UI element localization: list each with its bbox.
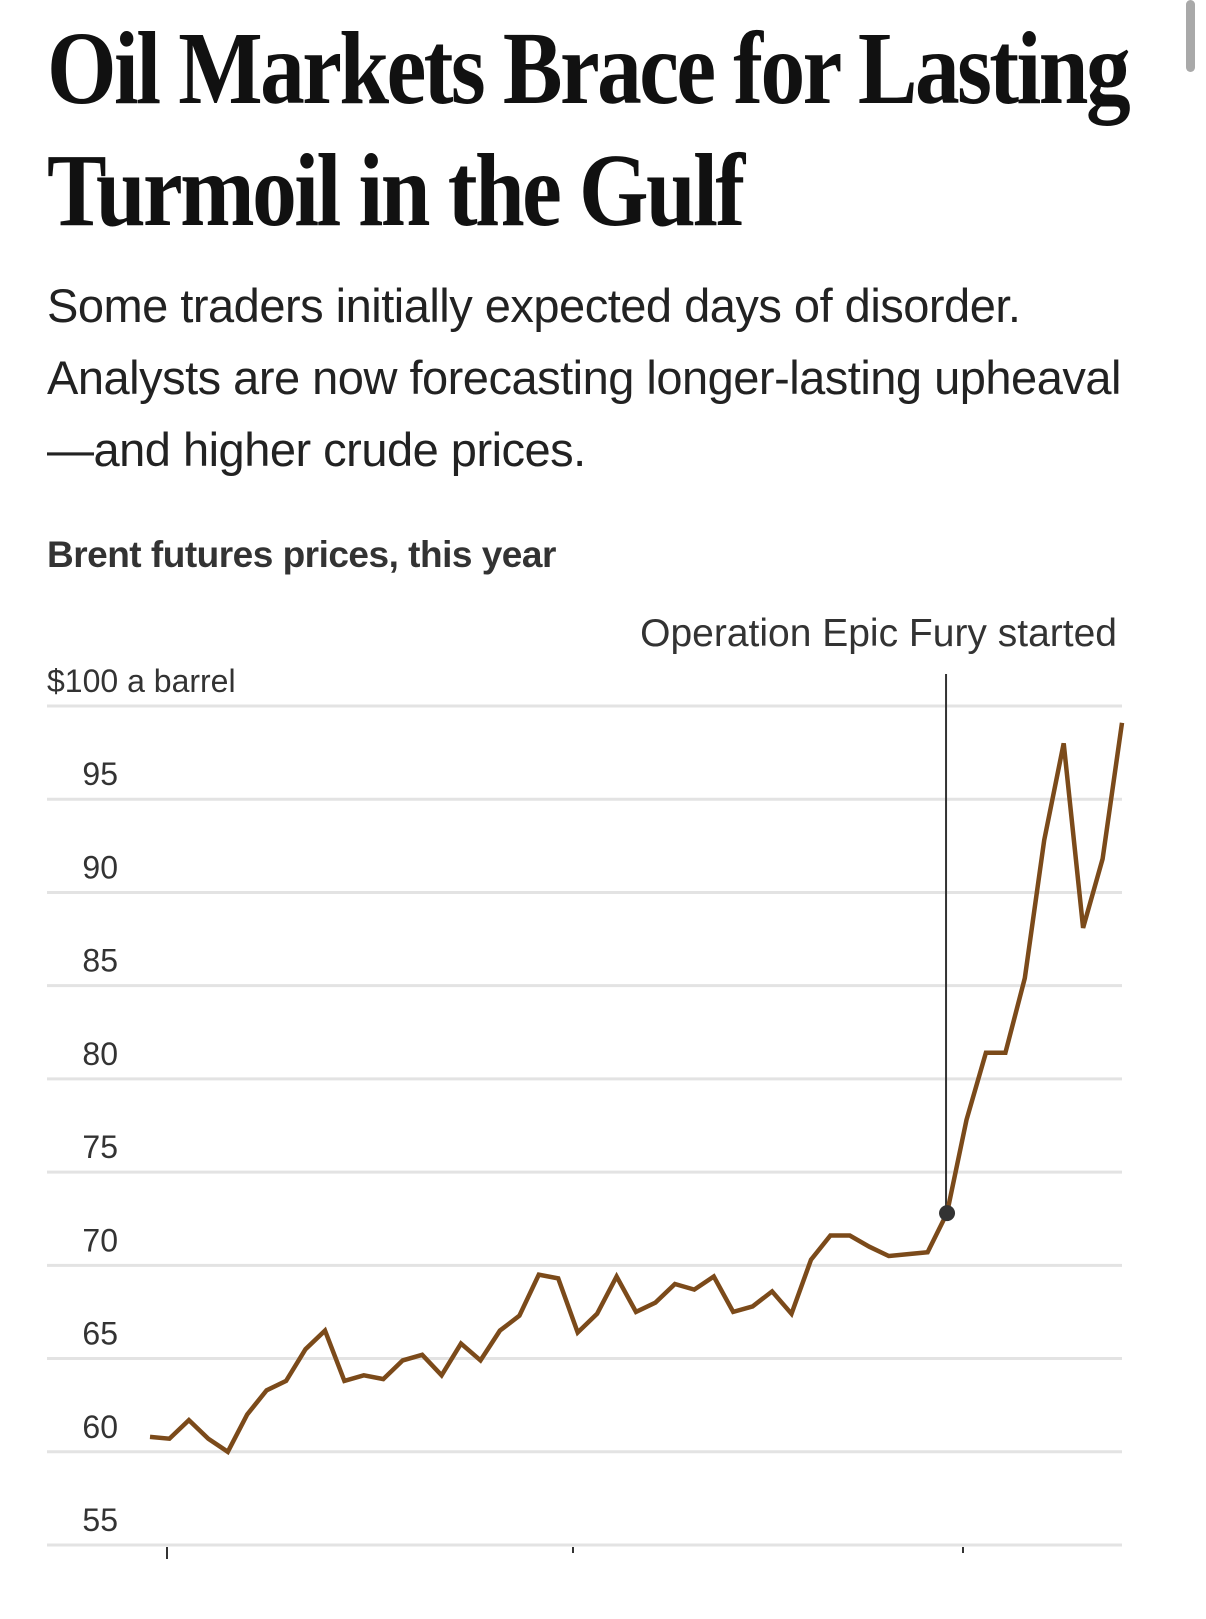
- y-tick-label: 60: [82, 1409, 118, 1445]
- y-tick-label: 65: [82, 1316, 118, 1352]
- headline-line-1: Oil Markets Brace for Lasting: [47, 11, 1131, 126]
- y-tick-label: 85: [82, 943, 118, 979]
- series-layer: [149, 722, 1125, 1456]
- y-tick-label: 80: [82, 1036, 118, 1072]
- y-tick-label: $100 a barrel: [47, 663, 236, 699]
- scrollbar[interactable]: [1186, 0, 1195, 72]
- dek: Some traders initially expected days of …: [47, 279, 1121, 476]
- y-tick-label: 95: [82, 756, 118, 792]
- y-tick-label: 70: [82, 1222, 118, 1258]
- headline: Oil Markets Brace for Lasting Turmoil in…: [47, 8, 1131, 252]
- y-axis-labels: 55 60 65 70 75 80 85 90 95 $100 a barrel: [47, 663, 236, 1538]
- y-tick-label: 55: [82, 1502, 118, 1538]
- grid-layer: [47, 704, 1122, 1547]
- annotation-layer: Operation Epic Fury started: [640, 612, 1117, 1214]
- headline-line-2: Turmoil in the Gulf: [47, 133, 745, 248]
- y-tick-label: 90: [82, 849, 118, 885]
- annotation-label: Operation Epic Fury started: [640, 612, 1117, 655]
- annotation-marker: [939, 1205, 956, 1222]
- line-chart: 55 60 65 70 75 80 85 90 95 $100 a barrel Operatio…: [47, 612, 1125, 1559]
- y-tick-label: 75: [82, 1129, 118, 1165]
- marker-layer: [939, 1205, 956, 1222]
- x-axis-ticks: [166, 1547, 964, 1559]
- chart-title: Brent futures prices, this year: [47, 534, 556, 575]
- series-line-brent: [149, 722, 1125, 1456]
